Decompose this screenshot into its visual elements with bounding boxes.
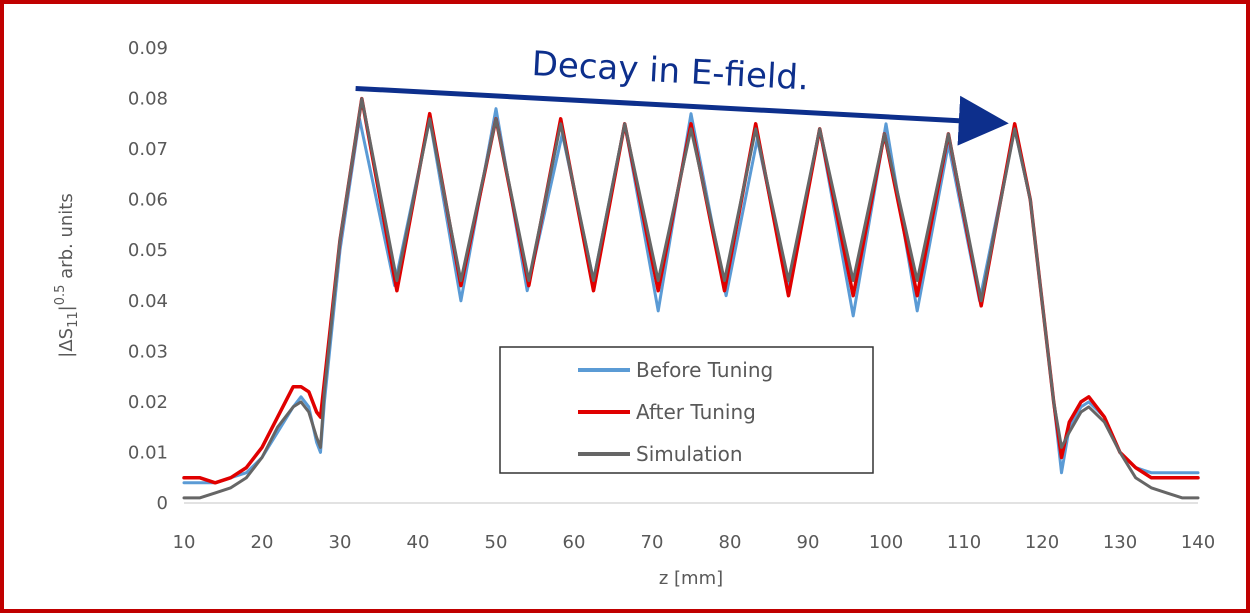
legend-label: After Tuning — [636, 400, 756, 424]
decay-annotation: Decay in E-field. — [355, 44, 1009, 146]
series-layer — [182, 96, 1200, 500]
series-line-simulation — [182, 97, 1200, 500]
legend-box — [499, 346, 874, 474]
legend-label: Before Tuning — [636, 358, 773, 382]
y-tick-label: 0.06 — [128, 190, 168, 211]
y-tick-label: 0.05 — [128, 240, 168, 261]
x-tick-label: 80 — [719, 532, 742, 553]
x-tick-label: 40 — [407, 532, 430, 553]
x-axis-title: z [mm] — [659, 568, 723, 589]
x-axis-ticks: 10 20 30 40 50 60 70 80 90 100 110 120 130 140 — [173, 532, 1216, 553]
y-tick-label: 0.09 — [128, 38, 168, 59]
series-line-before-tuning — [182, 107, 1200, 485]
x-tick-label: 30 — [329, 532, 352, 553]
series-line-after-tuning — [182, 96, 1200, 485]
y-axis-title: |ΔS11|0.5 arb. units — [53, 193, 81, 357]
x-tick-label: 70 — [641, 532, 664, 553]
y-tick-label: 0.07 — [128, 139, 168, 160]
x-tick-label: 130 — [1103, 532, 1137, 553]
x-tick-label: 120 — [1025, 532, 1059, 553]
x-tick-label: 100 — [869, 532, 903, 553]
legend-label: Simulation — [636, 442, 743, 466]
x-tick-label: 50 — [485, 532, 508, 553]
decay-arrow — [355, 85, 1009, 146]
x-tick-label: 90 — [797, 532, 820, 553]
legend: Before Tuning After Tuning Simulation — [499, 346, 874, 474]
x-tick-label: 20 — [251, 532, 274, 553]
y-tick-label: 0.01 — [128, 442, 168, 463]
x-tick-label: 10 — [173, 532, 196, 553]
decay-annotation-text: Decay in E-field. — [531, 44, 810, 98]
y-tick-label: 0 — [157, 493, 168, 514]
y-tick-label: 0.04 — [128, 291, 168, 312]
x-tick-label: 110 — [947, 532, 981, 553]
y-tick-label: 0.08 — [128, 89, 168, 110]
y-tick-label: 0.03 — [128, 341, 168, 362]
x-tick-label: 140 — [1181, 532, 1215, 553]
x-tick-label: 60 — [563, 532, 586, 553]
y-tick-label: 0.02 — [128, 392, 168, 413]
y-axis-ticks: 0 0.01 0.02 0.03 0.04 0.05 0.06 0.07 0.08 0.09 — [128, 38, 168, 514]
